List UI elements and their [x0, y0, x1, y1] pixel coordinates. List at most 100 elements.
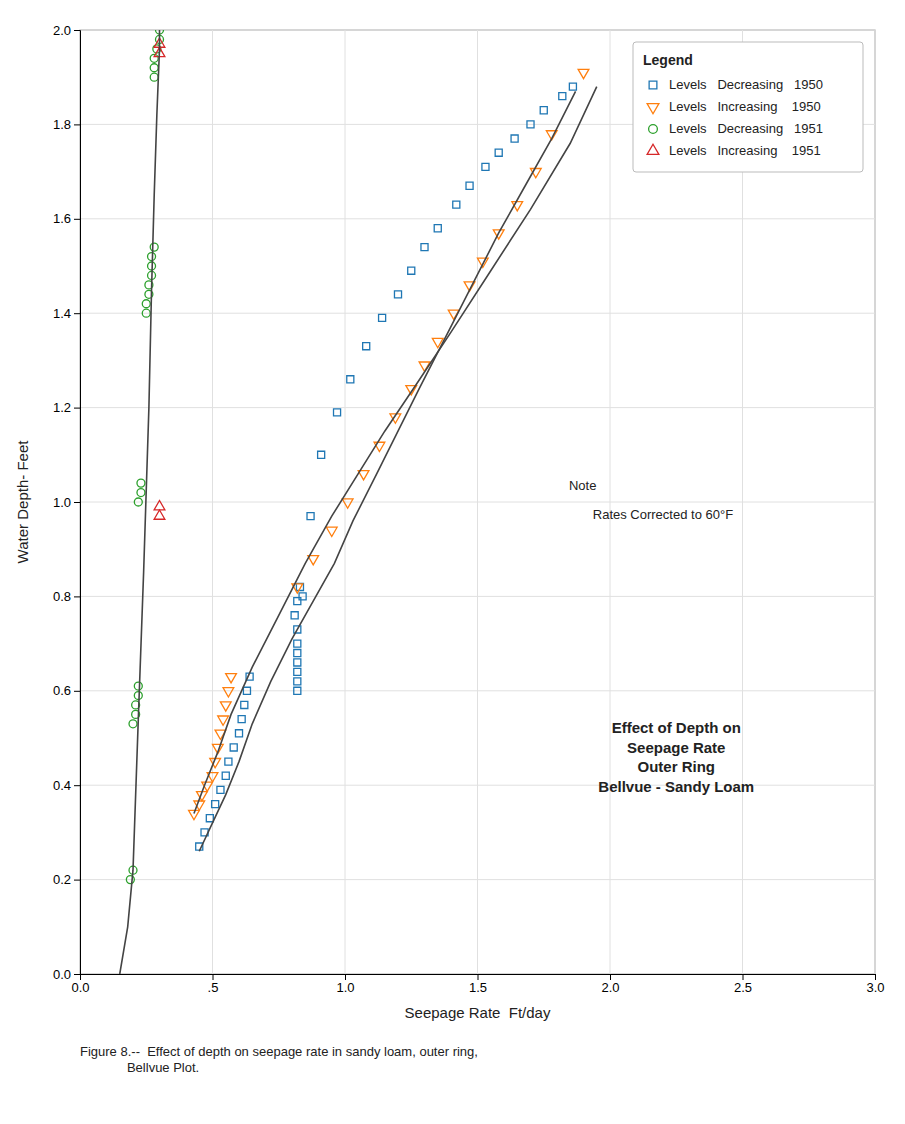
legend-label: Levels Decreasing 1951: [669, 121, 823, 136]
point: [154, 501, 165, 510]
annotation: Note: [569, 478, 596, 493]
point: [347, 376, 354, 383]
scatter-series: [196, 83, 577, 850]
y-tick: 1.6: [53, 211, 80, 226]
legend-box: [633, 42, 863, 172]
point: [326, 527, 337, 536]
point: [225, 758, 232, 765]
point: [212, 801, 219, 808]
x-tick-mark: [743, 974, 744, 980]
point: [150, 73, 158, 81]
point: [129, 720, 137, 728]
x-tick-mark: [213, 974, 214, 980]
legend-label: Levels Increasing 1951: [669, 143, 821, 158]
y-axis-label: Water Depth- Feet: [14, 440, 31, 564]
y-tick: 0.4: [53, 778, 80, 793]
legend-marker: [649, 125, 658, 134]
y-tick-mark: [74, 219, 80, 220]
text-line: Bellvue Plot.: [80, 1060, 199, 1075]
point: [294, 687, 301, 694]
x-axis: 0.0.51.01.52.02.53.0: [71, 974, 884, 995]
x-tick-label: 2.5: [734, 980, 752, 995]
x-tick: 1.0: [336, 974, 354, 995]
point: [511, 135, 518, 142]
text-line: Note: [569, 478, 596, 493]
y-axis: 0.00.20.40.60.81.01.21.41.61.82.0: [53, 23, 81, 982]
point: [142, 300, 150, 308]
point: [294, 678, 301, 685]
y-tick: 2.0: [53, 23, 80, 38]
point: [150, 243, 158, 251]
y-tick-mark: [74, 30, 80, 31]
y-tick-mark: [74, 596, 80, 597]
y-tick-label: 1.0: [53, 495, 71, 510]
title-line: Effect of Depth on: [612, 719, 741, 736]
y-tick-label: 1.8: [53, 117, 71, 132]
y-tick-label: 0.0: [53, 967, 71, 982]
y-tick: 1.2: [53, 400, 80, 415]
y-tick-label: 2.0: [53, 23, 71, 38]
point: [559, 93, 566, 100]
point: [569, 83, 576, 90]
y-tick: 1.4: [53, 306, 80, 321]
point: [154, 510, 165, 519]
point: [307, 513, 314, 520]
point: [318, 451, 325, 458]
x-tick: 2.5: [734, 974, 752, 995]
point: [134, 498, 142, 506]
y-grid-line: [80, 218, 875, 219]
plot: 0.0.51.01.52.02.53.00.00.20.40.60.81.01.…: [14, 23, 885, 1021]
y-tick: 0.2: [53, 872, 80, 887]
y-tick-mark: [74, 691, 80, 692]
point: [294, 650, 301, 657]
legend-marker: [647, 144, 659, 154]
title-line: Bellvue - Sandy Loam: [598, 778, 754, 795]
x-tick-label: 0.0: [71, 980, 89, 995]
y-tick-mark: [74, 408, 80, 409]
y-tick-label: 1.2: [53, 400, 71, 415]
point: [495, 149, 502, 156]
y-tick-label: 0.4: [53, 778, 71, 793]
y-grid-line: [80, 785, 875, 786]
scatter-series: [154, 38, 165, 519]
y-tick: 1.8: [53, 117, 80, 132]
x-axis-label: Seepage Rate Ft/day: [405, 1004, 551, 1021]
y-tick-label: 1.6: [53, 211, 71, 226]
point: [299, 593, 306, 600]
y-tick: 0.8: [53, 589, 80, 604]
point: [241, 701, 248, 708]
title: Effect of Depth onSeepage RateOuter Ring…: [598, 719, 754, 795]
x-tick-mark: [610, 974, 611, 980]
x-tick: 1.5: [469, 974, 487, 995]
scatter-series: [126, 30, 163, 884]
x-tick-mark: [478, 974, 479, 980]
fit-line: [199, 91, 575, 851]
text-line: Rates Corrected to 60°F: [593, 507, 733, 522]
legend: LegendLevels Decreasing 1950Levels Incre…: [633, 42, 863, 172]
plot-frame: [80, 30, 875, 974]
y-axis-line: [74, 31, 81, 975]
x-tick-label: 1.0: [336, 980, 354, 995]
point: [408, 267, 415, 274]
point: [379, 314, 386, 321]
y-tick-mark: [74, 974, 80, 975]
point: [294, 598, 301, 605]
y-grid-line: [80, 407, 875, 408]
point: [466, 182, 473, 189]
y-tick: 1.0: [53, 495, 80, 510]
point: [223, 688, 234, 697]
point: [230, 744, 237, 751]
caption: Figure 8.-- Effect of depth on seepage r…: [80, 1044, 478, 1075]
point: [134, 682, 142, 690]
point: [217, 786, 224, 793]
point: [137, 479, 145, 487]
point: [137, 489, 145, 497]
point: [294, 668, 301, 675]
point: [540, 107, 547, 114]
point: [482, 163, 489, 170]
fit-line: [194, 87, 597, 814]
point: [527, 121, 534, 128]
y-tick-mark: [74, 785, 80, 786]
y-tick: 0.0: [53, 967, 80, 982]
legend-label: Levels Decreasing 1950: [669, 77, 823, 92]
